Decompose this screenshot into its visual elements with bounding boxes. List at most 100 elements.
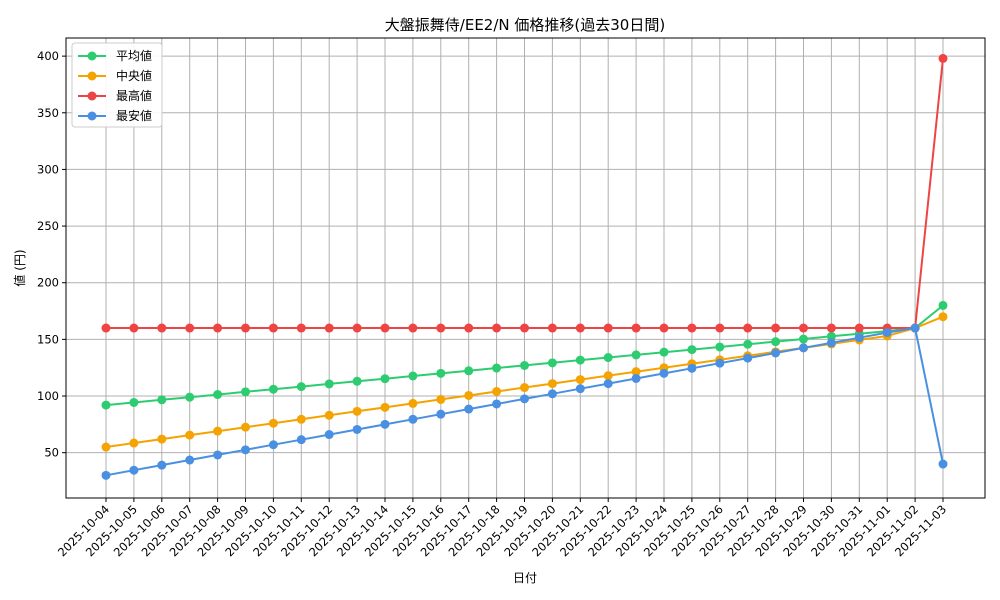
data-point [380,419,390,429]
series [101,53,948,333]
data-point [603,379,613,389]
data-point [603,371,613,381]
data-point [185,455,195,465]
chart-title: 大盤振舞侍/EE2/N 価格推移(過去30日間) [385,16,665,34]
legend-marker [87,71,97,81]
data-point [324,410,334,420]
data-point [631,323,641,333]
data-point [743,353,753,363]
data-point [185,323,195,333]
y-tick-label: 50 [44,446,59,460]
data-point [687,345,697,355]
data-point [213,426,223,436]
data-point [241,422,250,432]
data-point [352,376,362,386]
data-point [241,323,250,333]
data-point [268,440,278,450]
data-point [296,414,306,424]
legend-label: 中央値 [116,68,152,83]
data-point [380,323,390,333]
y-tick-label: 250 [37,219,59,233]
data-point [492,386,502,396]
y-tick-label: 300 [37,162,59,176]
y-axis: 50 100 150 200 250 300 350 400 [37,49,66,460]
data-point [408,371,418,381]
data-point [213,450,223,460]
legend-marker [87,51,97,61]
data-point [771,323,781,333]
data-point [575,355,585,365]
legend-marker [87,91,97,101]
data-point [715,323,725,333]
plot-frame [65,37,986,499]
data-point [408,398,418,408]
data-point [771,348,781,358]
data-point [241,445,250,455]
data-point [157,434,167,444]
data-point [352,424,362,434]
data-point [157,323,167,333]
data-point [213,390,223,400]
data-point [436,368,446,378]
data-point [324,430,334,440]
y-tick-label: 150 [37,332,59,346]
legend-label: 平均値 [116,48,152,63]
data-point [101,400,111,410]
data-point [157,395,167,405]
legend-label: 最高値 [116,88,152,103]
data-point [659,323,669,333]
data-point [547,358,557,368]
data-point [826,338,836,348]
data-point [520,360,529,370]
data-point [268,323,278,333]
y-tick-label: 400 [37,49,59,63]
data-point [129,397,139,407]
data-point [436,409,446,419]
data-point [352,323,362,333]
data-point [603,323,613,333]
data-point [575,384,585,394]
data-point [687,363,697,373]
data-point [185,430,195,440]
data-point [380,374,390,384]
data-point [129,465,139,475]
data-point [492,363,502,373]
y-tick-label: 200 [37,276,59,290]
x-axis-label: 日付 [513,571,537,585]
data-point [492,399,502,409]
data-point [854,333,864,343]
legend-marker [87,111,97,121]
y-tick-label: 100 [37,389,59,403]
grid-lines [66,38,985,498]
data-point [101,470,111,480]
data-point [464,390,474,400]
data-point [185,392,195,402]
data-point [408,323,418,333]
data-point [631,367,641,377]
x-axis: 2025-10-042025-10-052025-10-062025-10-07… [55,498,949,559]
data-point [241,387,250,397]
data-point [659,347,669,357]
data-point [631,350,641,360]
data-point [296,323,306,333]
data-point [408,414,418,424]
data-point [687,323,697,333]
data-point [743,339,753,349]
data-point [882,328,892,338]
data-point [938,300,948,310]
data-point [854,323,864,333]
data-point [771,337,781,347]
data-point [380,402,390,412]
data-point [296,382,306,392]
data-point [520,394,529,404]
data-point [938,312,948,322]
data-point [826,331,836,341]
data-point [268,418,278,428]
data-point [213,323,223,333]
data-point [575,323,585,333]
data-point [324,379,334,389]
data-point [575,375,585,385]
data-point [659,368,669,378]
data-point [743,323,753,333]
data-point [547,389,557,399]
